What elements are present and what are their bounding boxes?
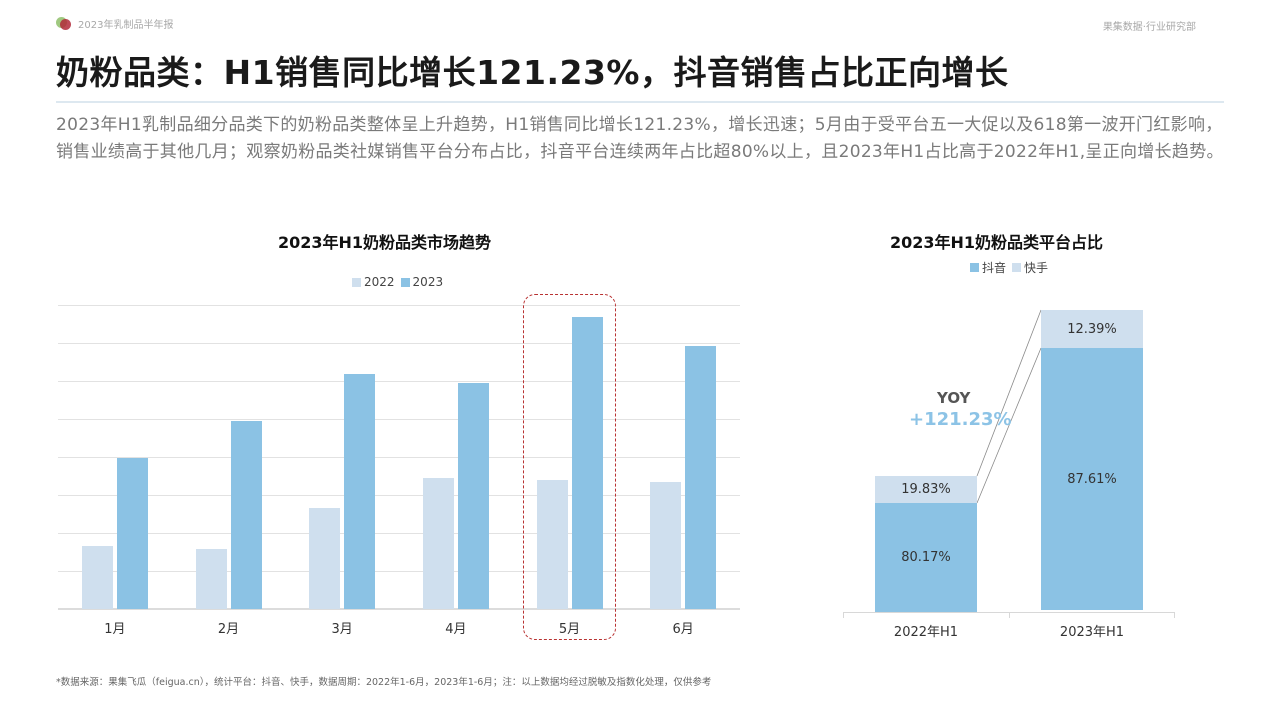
page-title: 奶粉品类：H1销售同比增长121.23%，抖音销售占比正向增长 [56, 53, 1009, 92]
gridline [58, 305, 740, 306]
report-name: 2023年乳制品半年报 [78, 20, 174, 31]
data-source-footnote: *数据来源：果集飞瓜（feigua.cn），统计平台：抖音、快手，数据周期：20… [56, 677, 712, 688]
right-chart-legend: 抖音 快手 [970, 259, 1048, 276]
legend-swatch-2023 [400, 277, 410, 287]
gridline [58, 533, 740, 534]
yoy-value: +121.23% [909, 409, 1012, 430]
legend-item-kuaishou: 快手 [1012, 259, 1048, 276]
summary-paragraph: 2023年H1乳制品细分品类下的奶粉品类整体呈上升趋势，H1销售同比增长121.… [56, 115, 1224, 162]
legend-label-kuaishou: 快手 [1024, 261, 1049, 275]
left-chart-plot-area [58, 305, 740, 610]
value-label: 87.61% [1067, 471, 1117, 487]
legend-item-2022: 2022 [352, 275, 395, 289]
right-chart-title: 2023年H1奶粉品类平台占比 [890, 233, 1104, 252]
may-highlight-box [523, 294, 616, 640]
x-label-2022h1: 2022年H1 [893, 625, 959, 640]
x-label-2023h1: 2023年H1 [1059, 625, 1125, 640]
x-label-month: 1月 [104, 622, 126, 637]
yoy-label: YOY [937, 389, 971, 407]
bar-2023-5 [571, 317, 603, 609]
x-label-month: 6月 [672, 622, 694, 637]
x-label-month: 5月 [558, 622, 581, 637]
segment-douyin-2022h1: 80.17% [875, 503, 977, 612]
bar-2022-3 [309, 507, 341, 609]
x-axis-line [58, 608, 740, 610]
bar-2022-5 [536, 480, 568, 609]
gridline [58, 343, 740, 344]
legend-swatch-douyin [970, 263, 979, 272]
bar-2023-6 [685, 346, 717, 609]
bar-2023-3 [344, 374, 376, 609]
bar-2022-1 [81, 545, 113, 609]
segment-kuaishou-2023h1: 12.39% [1041, 310, 1143, 348]
bar-2022-6 [650, 482, 682, 609]
report-header: 2023年乳制品半年报 [56, 16, 173, 31]
legend-swatch-2022 [352, 277, 361, 287]
axis-tick [843, 612, 844, 618]
legend-swatch-kuaishou [1012, 263, 1022, 272]
value-label: 12.39% [1067, 321, 1117, 337]
left-chart-title: 2023年H1奶粉品类市场趋势 [278, 233, 492, 252]
legend-item-douyin: 抖音 [970, 259, 1006, 276]
gridline [58, 419, 740, 420]
bar-2023-1 [116, 458, 148, 609]
value-label: 19.83% [901, 482, 951, 497]
axis-tick [1174, 612, 1175, 618]
legend-item-2023: 2023 [400, 275, 444, 289]
stacked-bar-2023h1: 12.39% 87.61% [1041, 310, 1143, 612]
department-label: 果集数据·行业研究部 [1102, 22, 1196, 33]
x-label-month: 2月 [217, 622, 240, 637]
bar-2023-2 [230, 420, 262, 609]
gridline [58, 381, 740, 382]
segment-kuaishou-2022h1: 19.83% [875, 476, 977, 503]
value-label: 80.17% [901, 550, 951, 565]
legend-label-2022: 2022 [364, 275, 395, 289]
bar-2023-4 [457, 382, 489, 609]
bar-2022-2 [195, 548, 227, 609]
bar-2022-4 [422, 477, 454, 609]
gridline [58, 457, 740, 458]
segment-douyin-2023h1: 87.61% [1041, 348, 1143, 610]
logo-icon [56, 16, 72, 31]
x-label-month: 4月 [445, 622, 467, 637]
title-divider [56, 101, 1224, 103]
legend-label-douyin: 抖音 [982, 261, 1007, 275]
gridline [58, 571, 740, 572]
axis-tick [1009, 612, 1010, 618]
gridline [58, 495, 740, 496]
x-label-month: 3月 [331, 622, 353, 637]
left-chart-legend: 2022 2023 [352, 275, 443, 289]
stacked-bar-2022h1: 19.83% 80.17% [875, 476, 977, 612]
legend-label-2023: 2023 [412, 275, 444, 289]
